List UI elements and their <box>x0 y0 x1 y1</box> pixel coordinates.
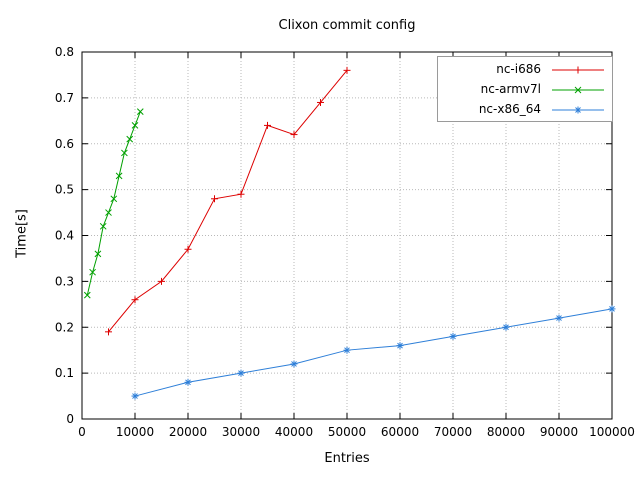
x-axis-label: Entries <box>324 451 370 466</box>
legend-line-sample <box>550 62 606 76</box>
svg-text:0.3: 0.3 <box>55 274 74 288</box>
svg-text:0: 0 <box>78 425 86 439</box>
legend-label: nc-x86_64 <box>478 102 541 116</box>
svg-text:90000: 90000 <box>540 425 578 439</box>
legend-item: nc-armv7l <box>438 79 612 99</box>
svg-text:60000: 60000 <box>381 425 419 439</box>
svg-text:0.7: 0.7 <box>55 91 74 105</box>
legend-item: nc-i686 <box>438 59 612 79</box>
legend-item: nc-x86_64 <box>438 99 612 119</box>
svg-text:80000: 80000 <box>487 425 525 439</box>
svg-text:50000: 50000 <box>328 425 366 439</box>
svg-text:20000: 20000 <box>169 425 207 439</box>
svg-text:0.4: 0.4 <box>55 229 74 243</box>
svg-text:0.1: 0.1 <box>55 366 74 380</box>
svg-text:10000: 10000 <box>116 425 154 439</box>
legend-label: nc-armv7l <box>480 82 541 96</box>
svg-text:70000: 70000 <box>434 425 472 439</box>
svg-text:100000: 100000 <box>589 425 635 439</box>
svg-text:0.2: 0.2 <box>55 320 74 334</box>
svg-text:0.5: 0.5 <box>55 183 74 197</box>
legend-line-sample <box>550 82 606 96</box>
svg-text:0.6: 0.6 <box>55 137 74 151</box>
svg-text:30000: 30000 <box>222 425 260 439</box>
svg-text:40000: 40000 <box>275 425 313 439</box>
legend-line-sample <box>550 102 606 116</box>
svg-text:0: 0 <box>66 412 74 426</box>
legend: nc-i686 nc-armv7l nc-x86_64 <box>437 56 613 122</box>
chart-title: Clixon commit config <box>278 18 416 33</box>
legend-label: nc-i686 <box>496 62 541 76</box>
y-axis-label: Time[s] <box>14 209 30 258</box>
svg-text:0.8: 0.8 <box>55 45 74 59</box>
